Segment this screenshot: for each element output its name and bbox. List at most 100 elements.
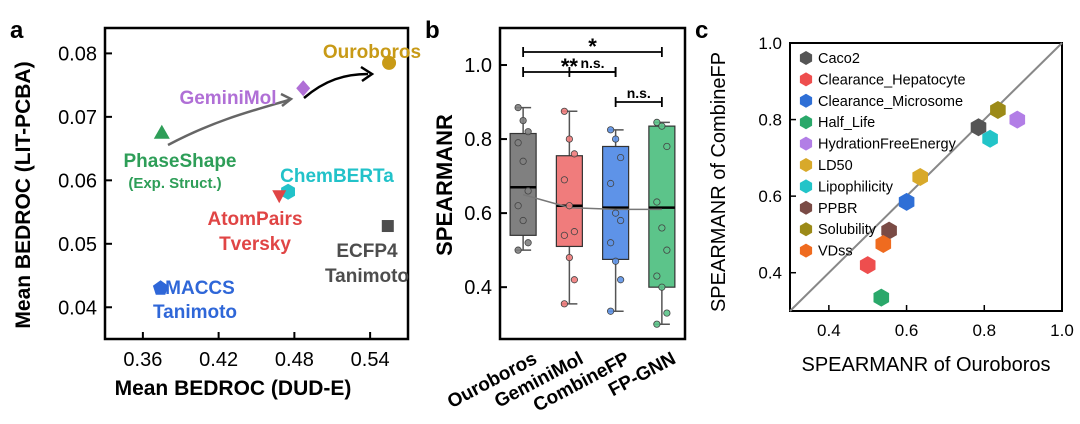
point-ouroboros [382,55,397,70]
data-point-geminimol [570,228,578,236]
legend-marker-solubility [799,222,813,237]
legend-marker-hydrationfreeenergy [799,136,813,151]
label-ecfp4-sub: Tanimoto [325,266,409,287]
panel-a-y-axis-label: Mean BEDROC (LIT-PCBA) [12,61,35,328]
panel-a-y-tick-label: 0.06 [58,170,97,192]
label-chemberta: ChemBERTa [280,166,394,187]
legend-marker-ppbr [799,200,813,215]
panel-b: b SPEARMANR 0.40.60.81.0 *** n.s.n.s. Our… [425,17,687,416]
data-point-combinefp [612,209,620,217]
point-hydrationfreeenergy [1009,110,1026,129]
label-atompairs-sub: Tversky [219,234,291,255]
panel-a-x-tick-label: 0.48 [275,349,314,371]
panel-a-x-tick-label: 0.42 [199,349,238,371]
data-point-ouroboros [519,157,527,165]
point-atompairs-tversky [272,190,287,204]
data-point-combinefp [612,257,620,265]
data-point-ouroboros [514,139,522,147]
sig-label: n.s. [580,55,604,71]
panel-c-y-ticks: 0.4 0.6 0.8 1.0 [758,34,796,283]
panel-c-y-tick-label: 1.0 [758,34,782,53]
data-point-fp-gnn [658,122,666,130]
data-point-fp-gnn [653,118,661,127]
data-point-ouroboros [514,104,522,112]
panel-c-y-axis-label: SPEARMANR of CombineFP [708,52,730,312]
box-combinefp [602,145,630,260]
legend-label-vdss: VDss [818,244,853,260]
legend-label-ld50: LD50 [818,158,853,174]
panel-c-x-tick-label: 0.8 [972,321,996,340]
label-phaseshape: PhaseShape [124,151,237,172]
point-clearance-hepatocyte [859,256,876,275]
data-point-fp-gnn [653,320,661,328]
data-point-fp-gnn [653,272,661,280]
data-point-geminimol [565,253,573,262]
panel-c-y-tick-label: 0.4 [758,264,782,283]
data-point-combinefp [607,239,615,247]
panel-b-y-tick-label: 0.6 [464,203,492,225]
point-phaseshape [153,124,170,139]
point-geminimol [296,80,311,97]
data-point-combinefp [607,126,615,134]
panel-c-y-tick-label: 0.6 [758,187,782,206]
data-point-ouroboros [519,216,527,225]
legend-marker-half-life [799,115,813,130]
panel-a-labels: Ouroboros GeminiMol PhaseShape (Exp. Str… [124,42,422,323]
panel-a-points [152,55,397,295]
panel-a-arrow-2 [303,72,369,99]
panel-c-x-axis-label: SPEARMANR of Ouroboros [802,354,1051,376]
legend-marker-lipophilicity [799,179,813,194]
box-geminimol [555,155,583,248]
data-point-combinefp [607,179,615,188]
data-point-geminimol [560,231,568,239]
legend-marker-clearance-microsome [799,93,813,108]
panel-b-frame [498,26,687,341]
legend-label-caco2: Caco2 [818,51,860,67]
point-ppbr [881,221,897,240]
panel-a-y-tick-label: 0.07 [58,107,97,129]
label-atompairs: AtomPairs [207,209,302,230]
data-point-geminimol [560,176,568,184]
data-point-ouroboros [514,246,522,254]
panel-c-points [859,101,1026,307]
data-point-fp-gnn [658,224,666,232]
data-point-combinefp [617,276,625,284]
panel-c-x-ticks: 0.4 0.6 0.8 1.0 [817,305,1074,340]
point-half-life [873,288,890,307]
panel-a-arrow-2-head [360,65,375,83]
panel-a-x-tick-label: 0.54 [351,349,390,371]
panel-a-frame [103,26,410,341]
panel-a-y-ticks: 0.04 0.05 0.06 0.07 0.08 [58,43,112,319]
panel-b-y-tick-label: 1.0 [464,55,492,77]
legend-label-clearance-microsome: Clearance_Microsome [818,94,963,110]
point-ld50 [912,168,928,186]
panel-c-y-tick-label: 0.8 [758,111,782,130]
label-maccs-sub: Tanimoto [153,302,237,323]
legend-label-clearance-hepatocyte: Clearance_Hepatocyte [818,72,966,88]
legend-marker-vdss [799,243,813,258]
data-point-geminimol [560,107,568,115]
point-clearance-microsome [898,192,915,211]
point-chemberta [281,183,295,200]
legend-marker-caco2 [799,51,813,65]
panel-a-arrow-1 [167,98,290,147]
data-point-geminimol [565,202,573,210]
point-solubility [990,101,1006,119]
data-point-fp-gnn [663,309,671,317]
panel-b-y-axis-label: SPEARMANR [432,114,457,256]
point-ecfp4-tanimoto [381,220,394,233]
legend-label-ppbr: PPBR [818,201,858,217]
data-point-geminimol [560,300,568,308]
legend-marker-clearance-hepatocyte [799,72,813,87]
data-point-ouroboros [524,239,532,247]
panel-b-y-ticks: 0.4 0.6 0.8 1.0 [464,55,507,299]
label-maccs: MACCS [165,278,235,299]
sig-label: n.s. [627,85,651,101]
panel-a-label: a [10,17,24,44]
data-point-ouroboros [524,128,532,136]
label-phaseshape-sub: (Exp. Struct.) [128,175,221,192]
point-lipophilicity [982,129,998,148]
panel-b-y-tick-label: 0.8 [464,129,492,151]
panel-b-y-tick-label: 0.4 [464,277,492,299]
